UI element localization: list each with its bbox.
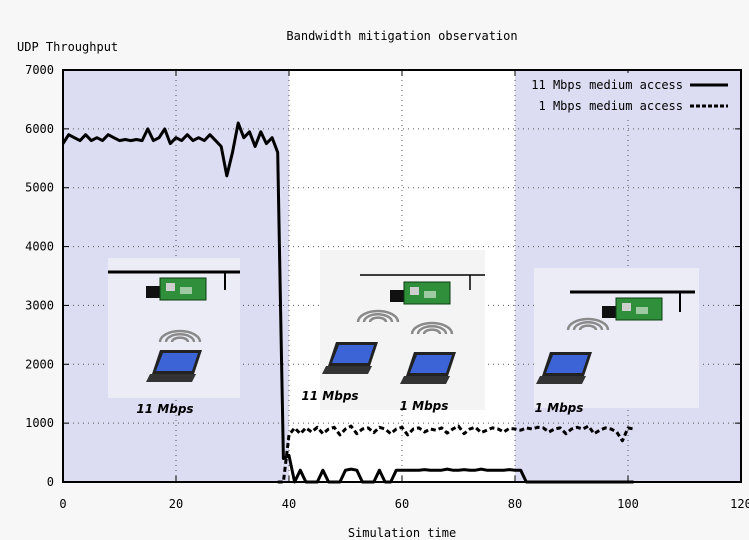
y-axis-label: UDP Throughput [17,40,118,54]
x-axis-label: Simulation time [348,526,456,540]
scene-middle [320,250,485,410]
chart-title: Bandwidth mitigation observation [286,29,517,43]
scene-right-laptop-screen [546,355,588,373]
scene-left-card-chip [166,283,175,291]
scene-caption-middle-left: 11 Mbps [301,389,358,403]
y-tick-label-4: 4000 [25,240,54,254]
scene-middle-laptop-2-keyboard [400,376,450,384]
y-tick-label-7: 7000 [25,63,54,77]
y-tick-label-1: 1000 [25,416,54,430]
scene-middle-waves-2-arc-2 [416,325,448,335]
scene-middle-card-chip-2 [424,291,436,298]
legend-label-series-1: 11 Mbps medium access [531,78,683,92]
scene-left-waves-arc-1 [170,336,190,343]
scene-middle-card-chip [410,287,419,295]
scene-middle-waves-2-arc-3 [410,321,454,335]
series-line-2 [277,424,634,484]
x-tick-label-2: 40 [282,497,296,511]
x-tick-label-5: 100 [617,497,639,511]
scene-right-card-plug [602,306,616,318]
x-tick-label-6: 120 [730,497,749,511]
scene-left-waves-arc-2 [164,333,196,343]
legend-label-series-2: 1 Mbps medium access [539,99,684,113]
x-tick-label-3: 60 [395,497,409,511]
x-tick-label-0: 0 [59,497,66,511]
scene-right-waves-arc-2 [572,321,604,331]
legend-box [520,73,736,119]
scene-left-card-plug [146,286,160,298]
scene-right-waves-arc-3 [566,317,610,331]
scene-left-card-chip-2 [180,287,192,294]
scene-caption-middle-right: 1 Mbps [400,399,449,413]
y-tick-label-3: 3000 [25,298,54,312]
scene-middle-waves-2-arc-1 [422,328,442,335]
scene-middle-waves-1-arc-1 [368,316,388,323]
scene-left-waves-arc-3 [158,329,202,343]
scene-middle-laptop-1-screen [332,345,374,363]
scene-left [108,258,240,398]
scene-right [534,268,699,408]
legend: 11 Mbps medium access 1 Mbps medium acce… [520,73,736,119]
y-tick-label-5: 5000 [25,181,54,195]
x-tick-label-4: 80 [508,497,522,511]
scene-middle-laptop-2-screen [410,355,452,373]
scene-middle-laptop-1-keyboard [322,366,372,374]
y-tick-label-2: 2000 [25,357,54,371]
scene-middle-waves-1-arc-3 [356,309,400,323]
scene-left-laptop-screen [156,353,198,371]
x-tick-label-1: 20 [169,497,183,511]
y-tick-label-6: 6000 [25,122,54,136]
scene-caption-left: 11 Mbps [136,402,193,416]
scene-illustrations [108,250,699,410]
scene-middle-card-plug [390,290,404,302]
scene-left-laptop-keyboard [146,374,196,382]
scene-middle-backdrop [320,250,485,410]
y-tick-label-0: 0 [47,475,54,489]
scene-right-card-chip-2 [636,307,648,314]
scene-right-waves-arc-1 [578,324,598,331]
scene-right-laptop-keyboard [536,376,586,384]
scene-middle-waves-1-arc-2 [362,313,394,323]
scene-right-card-chip [622,303,631,311]
scene-caption-right: 1 Mbps [535,401,584,415]
axis-ticks: 0 20 40 60 80 100 120 0 1000 2000 3000 4000 5000 6000… [25,63,749,511]
scene-right-backdrop [534,268,699,408]
